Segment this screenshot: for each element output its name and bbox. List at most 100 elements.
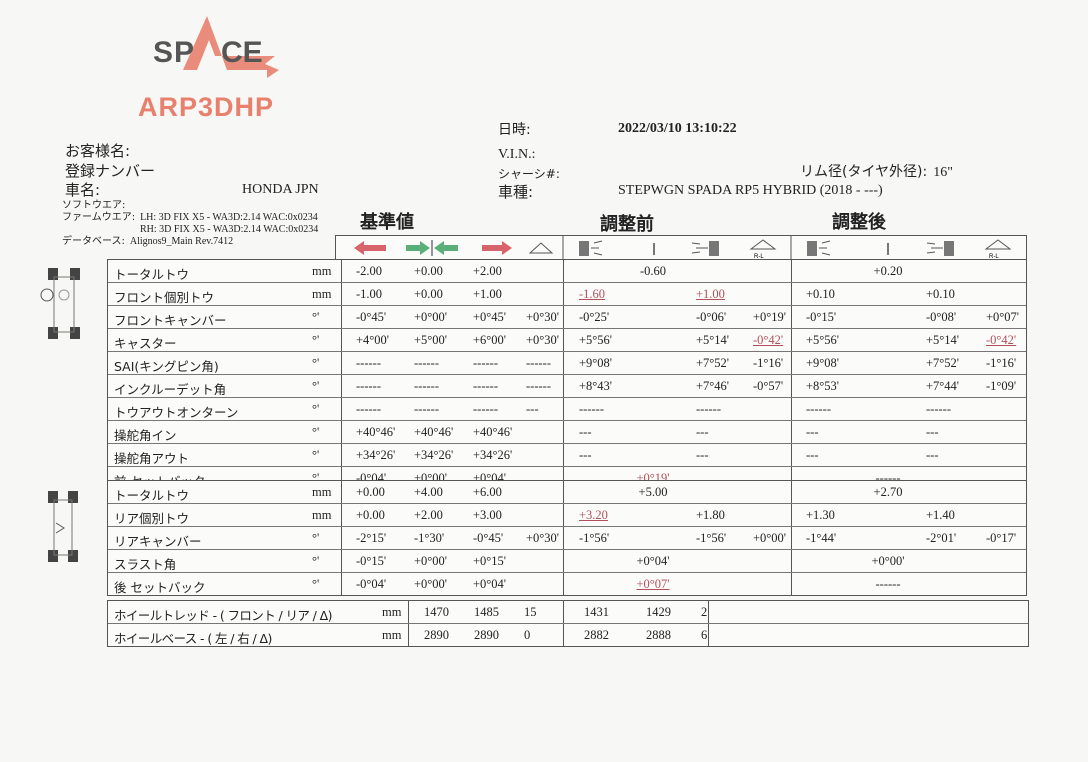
reference-value: +34°26' — [473, 448, 513, 462]
model-label: 車種: — [498, 183, 534, 201]
reference-value: ------ — [356, 356, 381, 370]
before-value: ------ — [579, 402, 604, 416]
row-label: インクルーデット角 — [114, 382, 227, 397]
after-heading: 調整後 — [832, 212, 886, 233]
reference-value: +34°26' — [356, 448, 396, 462]
after-value: +5°56' — [806, 333, 840, 347]
after-value: +2.70 — [873, 485, 903, 499]
rl-triangle-icon: R-L — [749, 239, 777, 260]
after-value: +1.40 — [926, 508, 955, 522]
table-row: トウアウトオンターン °' ------ ------ ------ --- ------ -… — [108, 398, 1026, 421]
before-value: --- — [579, 448, 592, 462]
reference-value: +2.00 — [414, 508, 443, 522]
reference-value: 15 — [524, 605, 537, 619]
unit-label: mm — [312, 508, 332, 522]
row-label: リア個別トウ — [114, 511, 190, 526]
table-row: ホイールトレッド - ( フロント / リア / Δ) mm 1470 1485 15 1… — [108, 601, 1028, 624]
rim-value: 16" — [933, 165, 953, 180]
row-label: SAI(キングピン角) — [114, 359, 219, 374]
after-value: -1°16' — [986, 356, 1017, 370]
after-value: +8°53' — [806, 379, 840, 393]
before-value: -0°42' — [753, 333, 784, 347]
before-value: +1.80 — [696, 508, 725, 522]
reference-value: -1.00 — [356, 287, 383, 301]
row-label: リアキャンバー — [114, 534, 202, 549]
database-label: データベース: — [62, 236, 125, 247]
reference-value: +3.00 — [473, 508, 502, 522]
unit-label: mm — [312, 485, 332, 499]
after-value: --- — [926, 425, 939, 439]
reference-value: +1.00 — [473, 287, 502, 301]
right-wheel-icon — [926, 241, 954, 256]
reference-heading: 基準値 — [360, 212, 414, 233]
customer-label: お客様名: — [65, 142, 131, 160]
row-label: ホイールベース - ( 左 / 右 / Δ) — [114, 631, 272, 646]
before-value: +7°46' — [696, 379, 730, 393]
reference-value: ------ — [526, 356, 551, 370]
unit-label: °' — [312, 531, 320, 545]
svg-text:SP: SP — [153, 36, 195, 69]
before-value: +5.00 — [638, 485, 668, 499]
datetime-label: 日時: — [498, 122, 531, 138]
datetime-value: 2022/03/10 13:10:22 — [618, 121, 737, 136]
before-value: -0.60 — [639, 264, 667, 278]
firmware-rh: RH: 3D FIX X5 - WA3D:2.14 WAC:0x0234 — [140, 224, 319, 235]
before-value: -0°57' — [753, 379, 784, 393]
right-wheel-icon — [691, 241, 719, 256]
reference-value: +0°15' — [473, 554, 507, 568]
reference-value: +6°00' — [473, 333, 507, 347]
svg-text:ARP3DHP: ARP3DHP — [138, 92, 274, 122]
before-value: ------ — [696, 402, 721, 416]
reference-value: 2890 — [474, 628, 499, 642]
unit-label: °' — [312, 425, 320, 439]
reference-value: 1485 — [474, 605, 499, 619]
reference-value: +4°00' — [356, 333, 390, 347]
rear-axle-car-icon — [44, 488, 84, 573]
after-value: +0°00' — [871, 554, 905, 568]
after-value: -2°01' — [926, 531, 957, 545]
reference-value: -0°45' — [356, 310, 387, 324]
firmware-lh: LH: 3D FIX X5 - WA3D:2.14 WAC:0x0234 — [140, 212, 318, 223]
table-row: リアキャンバー °' -2°15' -1°30' -0°45' +0°30' -1°56' -… — [108, 527, 1026, 550]
row-label: 後 セットバック — [114, 580, 206, 595]
table-row: スラスト角 °' -0°15' +0°00' +0°15' +0°04' +0°00' — [108, 550, 1026, 573]
after-value: -0°42' — [986, 333, 1017, 347]
reference-value: +2.00 — [473, 264, 502, 278]
row-label: 操舵角イン — [114, 428, 177, 443]
row-label: ホイールトレッド - ( フロント / リア / Δ) — [114, 608, 332, 623]
firmware-rh-line: RH: 3D FIX X5 - WA3D:2.14 WAC:0x0234 — [140, 224, 318, 236]
after-value: -0°15' — [806, 310, 837, 324]
after-value: +1.30 — [806, 508, 835, 522]
row-label: トータルトウ — [114, 267, 190, 282]
row-label: トウアウトオンターン — [114, 405, 239, 420]
unit-label: °' — [312, 402, 320, 416]
before-value: +9°08' — [579, 356, 613, 370]
unit-label: mm — [312, 287, 332, 301]
reference-value: +0°00' — [414, 577, 448, 591]
front-axle-car-icon — [38, 265, 93, 350]
toe-in-right-arrow-icon — [482, 241, 512, 255]
reference-value: +0°30' — [526, 333, 560, 347]
before-value: +3.20 — [579, 508, 608, 522]
after-value: +7°44' — [926, 379, 960, 393]
reference-value: +0.00 — [414, 287, 443, 301]
after-value: --- — [926, 448, 939, 462]
reference-value: +40°46' — [473, 425, 513, 439]
unit-label: °' — [312, 471, 320, 485]
reference-value: +0.00 — [414, 264, 443, 278]
after-value: ------ — [806, 402, 831, 416]
after-value: +5°14' — [926, 333, 960, 347]
table-row: 操舵角アウト °' +34°26' +34°26' +34°26' --- --- --- --… — [108, 444, 1026, 467]
reference-value: ------ — [473, 379, 498, 393]
after-value: +0.10 — [806, 287, 835, 301]
before-heading: 調整前 — [600, 214, 654, 235]
before-value: -0°06' — [696, 310, 727, 324]
reference-value: ------ — [526, 379, 551, 393]
row-label: トータルトウ — [114, 488, 190, 503]
before-value: --- — [696, 425, 709, 439]
logo: SP CE ARP3DHP — [135, 12, 285, 122]
table-row: キャスター °' +4°00' +5°00' +6°00' +0°30' +5°56' +5°… — [108, 329, 1026, 352]
before-value: --- — [696, 448, 709, 462]
car-value: HONDA JPN — [242, 182, 319, 197]
firmware-label: ファームウエア: — [62, 212, 136, 223]
